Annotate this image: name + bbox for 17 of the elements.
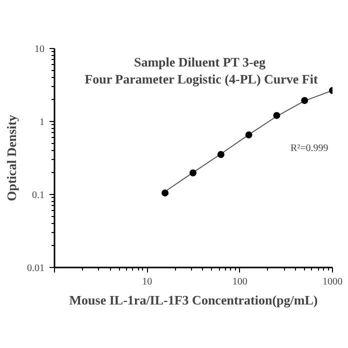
y-tick-label: 0.01 [27, 263, 44, 274]
point [273, 112, 280, 119]
y-tick-label: 10 [34, 44, 44, 55]
x-tick-label: 10 [142, 276, 152, 288]
y-tick-label: 1 [40, 117, 44, 128]
point [162, 189, 169, 196]
point [217, 151, 224, 158]
point [190, 169, 197, 176]
text: Sample Diluent PT 3-eg Four Parameter Logistic (4-PL) Curve Fit [84, 54, 318, 86]
x-tick-label: 1000 [322, 276, 342, 288]
y-tick-label: 0.1 [32, 190, 44, 201]
point [301, 96, 308, 104]
x-tick-label: 100 [232, 276, 248, 288]
x-axis-title: Mouse IL-1ra/IL-1F3 Concentration(pg/mL) [69, 292, 318, 308]
annotation: R²=0.999 [290, 143, 328, 154]
point [245, 131, 252, 138]
y-axis-title: Optical Density [4, 114, 19, 202]
